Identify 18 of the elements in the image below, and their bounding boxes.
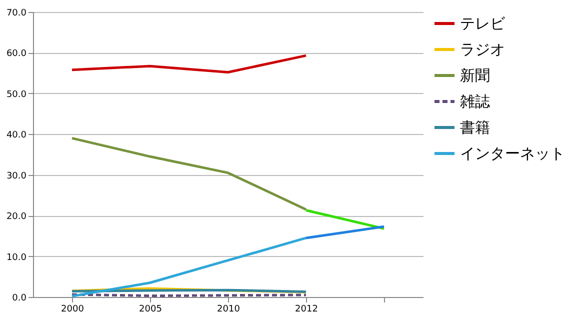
x-tick-label: 2005: [139, 304, 162, 314]
x-tick-label: 2010: [217, 304, 240, 314]
legend-label: 雑誌: [460, 92, 490, 110]
legend-label: テレビ: [460, 14, 506, 32]
y-tick-label: 50.0: [6, 90, 27, 100]
y-tick-label: 70.0: [6, 8, 27, 18]
y-tick-label: 60.0: [6, 49, 27, 60]
y-tick-label: 40.0: [6, 130, 27, 141]
legend-label: 書籍: [460, 118, 490, 136]
x-tick-label: 2000: [61, 304, 84, 314]
y-tick-label: 30.0: [6, 171, 27, 182]
y-tick-label: 20.0: [6, 212, 27, 222]
y-tick-label: 0.0: [12, 294, 27, 304]
legend-label: 新聞: [460, 66, 490, 84]
x-tick-label: 2012: [295, 304, 318, 314]
legend-label: インターネット: [460, 144, 565, 162]
y-tick-label: 10.0: [6, 252, 27, 263]
legend-label: ラジオ: [460, 40, 505, 58]
